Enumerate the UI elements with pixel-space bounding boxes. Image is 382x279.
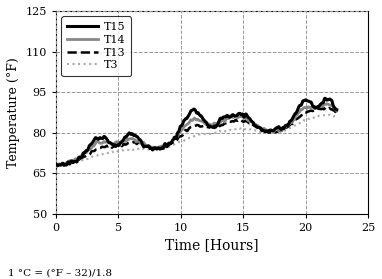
T14 (334, 109, 339, 113)
T15 (322, 97, 327, 100)
T15 (55, 164, 60, 167)
T15 (296, 105, 301, 109)
T15 (265, 129, 270, 133)
Line: T15: T15 (56, 98, 337, 165)
T15 (334, 108, 339, 111)
T3 (53, 165, 58, 168)
T13 (127, 141, 132, 145)
T14 (296, 111, 301, 115)
Y-axis label: Temperature (°F): Temperature (°F) (7, 57, 20, 168)
T3 (55, 165, 60, 168)
T3 (84, 157, 89, 161)
T15 (84, 149, 89, 152)
T13 (55, 163, 60, 167)
T15 (174, 136, 178, 140)
T3 (174, 142, 178, 145)
T14 (173, 136, 178, 140)
T14 (127, 138, 131, 141)
T3 (296, 122, 301, 126)
T13 (296, 116, 301, 119)
T13 (254, 124, 259, 127)
T13 (84, 153, 89, 157)
T3 (327, 113, 332, 116)
T14 (265, 129, 270, 132)
T14 (84, 151, 89, 154)
T15 (53, 162, 58, 165)
X-axis label: Time [Hours]: Time [Hours] (165, 239, 259, 252)
Line: T3: T3 (56, 115, 337, 167)
T3 (265, 132, 270, 135)
T13 (174, 139, 178, 142)
T14 (53, 164, 58, 168)
T15 (127, 131, 132, 134)
T13 (53, 163, 58, 166)
T3 (334, 115, 339, 118)
Legend: T15, T14, T13, T3: T15, T14, T13, T3 (62, 16, 131, 76)
T14 (324, 102, 329, 105)
T13 (265, 131, 270, 134)
T15 (254, 124, 259, 128)
T13 (324, 106, 328, 109)
T3 (254, 129, 259, 133)
T3 (127, 148, 132, 152)
Line: T13: T13 (56, 108, 337, 165)
T14 (254, 124, 258, 127)
T13 (334, 112, 339, 115)
Line: T14: T14 (56, 104, 337, 166)
Text: 1 °C = (°F – 32)/1.8: 1 °C = (°F – 32)/1.8 (8, 269, 112, 278)
